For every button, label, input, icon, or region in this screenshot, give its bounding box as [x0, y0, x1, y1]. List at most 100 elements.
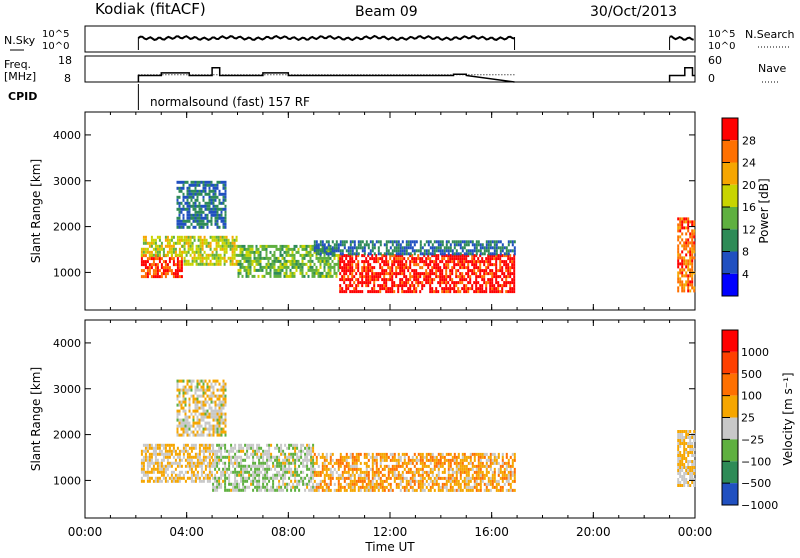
data-cell [193, 253, 196, 257]
data-cell [385, 257, 388, 261]
data-cell [421, 464, 424, 468]
data-cell [205, 241, 208, 245]
data-cell [259, 244, 262, 248]
data-cell [188, 379, 191, 383]
data-cell [282, 452, 285, 456]
data-cell [327, 240, 330, 244]
data-cell [475, 278, 478, 282]
data-cell [393, 257, 396, 261]
data-cell [232, 464, 235, 468]
data-cell [413, 479, 416, 483]
data-cell [357, 278, 360, 282]
data-cell [511, 243, 514, 247]
data-cell [196, 204, 199, 208]
data-cell [194, 183, 197, 187]
data-cell [343, 246, 346, 250]
data-cell [296, 455, 299, 459]
data-cell [357, 243, 360, 247]
data-cell [491, 458, 494, 462]
data-cell [206, 443, 209, 447]
data-cell [325, 470, 328, 474]
data-cell [441, 269, 444, 273]
data-cell [687, 289, 690, 293]
power-colorbar-tick-label: 24 [742, 157, 756, 170]
data-cell [367, 269, 370, 273]
data-cell [367, 243, 370, 247]
data-cell [687, 433, 690, 436]
data-cell [461, 467, 464, 471]
data-cell [361, 254, 364, 258]
data-cell [154, 269, 157, 273]
data-cell [184, 418, 187, 422]
data-cell [391, 458, 394, 462]
data-cell [339, 455, 342, 459]
data-cell [216, 225, 219, 229]
data-cell [431, 246, 434, 250]
data-cell [261, 247, 264, 251]
data-cell [371, 257, 374, 261]
data-cell [339, 482, 342, 486]
data-cell [419, 479, 422, 483]
data-cell [437, 467, 440, 471]
data-cell [297, 250, 300, 254]
data-cell [218, 485, 221, 489]
data-cell [148, 443, 151, 447]
data-cell [407, 482, 410, 486]
data-cell [186, 452, 189, 456]
data-cell [333, 249, 336, 253]
data-cell [308, 482, 311, 486]
data-cell [379, 476, 382, 480]
data-cell [281, 265, 284, 269]
data-cell [284, 461, 287, 465]
data-cell [212, 388, 215, 392]
data-cell [290, 443, 293, 447]
data-cell [228, 464, 231, 468]
data-cell [168, 260, 171, 264]
data-cell [431, 272, 434, 276]
data-cell [242, 485, 245, 489]
data-cell [160, 443, 163, 447]
data-cell [186, 204, 189, 208]
data-cell [269, 262, 272, 266]
data-cell [152, 479, 155, 483]
data-cell [323, 249, 326, 253]
data-cell [497, 467, 500, 471]
data-cell [415, 240, 418, 244]
data-cell [431, 266, 434, 270]
data-cell [218, 409, 221, 413]
data-cell [371, 488, 374, 492]
data-cell [242, 482, 245, 486]
x-tick-label: 00:00 [68, 525, 103, 539]
data-cell [152, 470, 155, 474]
data-cell [227, 238, 230, 242]
data-cell [477, 476, 480, 480]
data-cell [329, 470, 332, 474]
data-cell [465, 252, 468, 256]
data-cell [423, 260, 426, 264]
data-cell [221, 238, 224, 242]
data-cell [693, 478, 696, 481]
data-cell [270, 467, 273, 471]
data-cell [168, 461, 171, 465]
data-cell [423, 470, 426, 474]
data-cell [289, 268, 292, 272]
data-cell [248, 473, 251, 477]
data-cell [198, 421, 201, 425]
data-cell [176, 235, 179, 239]
data-cell [210, 385, 213, 389]
data-cell [323, 458, 326, 462]
data-cell [152, 449, 155, 453]
data-cell [207, 244, 210, 248]
data-cell [254, 449, 257, 453]
data-cell [262, 452, 265, 456]
data-cell [345, 272, 348, 276]
data-cell [441, 290, 444, 294]
data-cell [507, 252, 510, 256]
data-cell [371, 287, 374, 291]
data-cell [493, 263, 496, 267]
data-cell [279, 259, 282, 263]
velocity-colorbar-tick-label: −25 [741, 433, 764, 446]
data-cell [407, 252, 410, 256]
data-cell [367, 290, 370, 294]
data-cell [691, 277, 694, 281]
